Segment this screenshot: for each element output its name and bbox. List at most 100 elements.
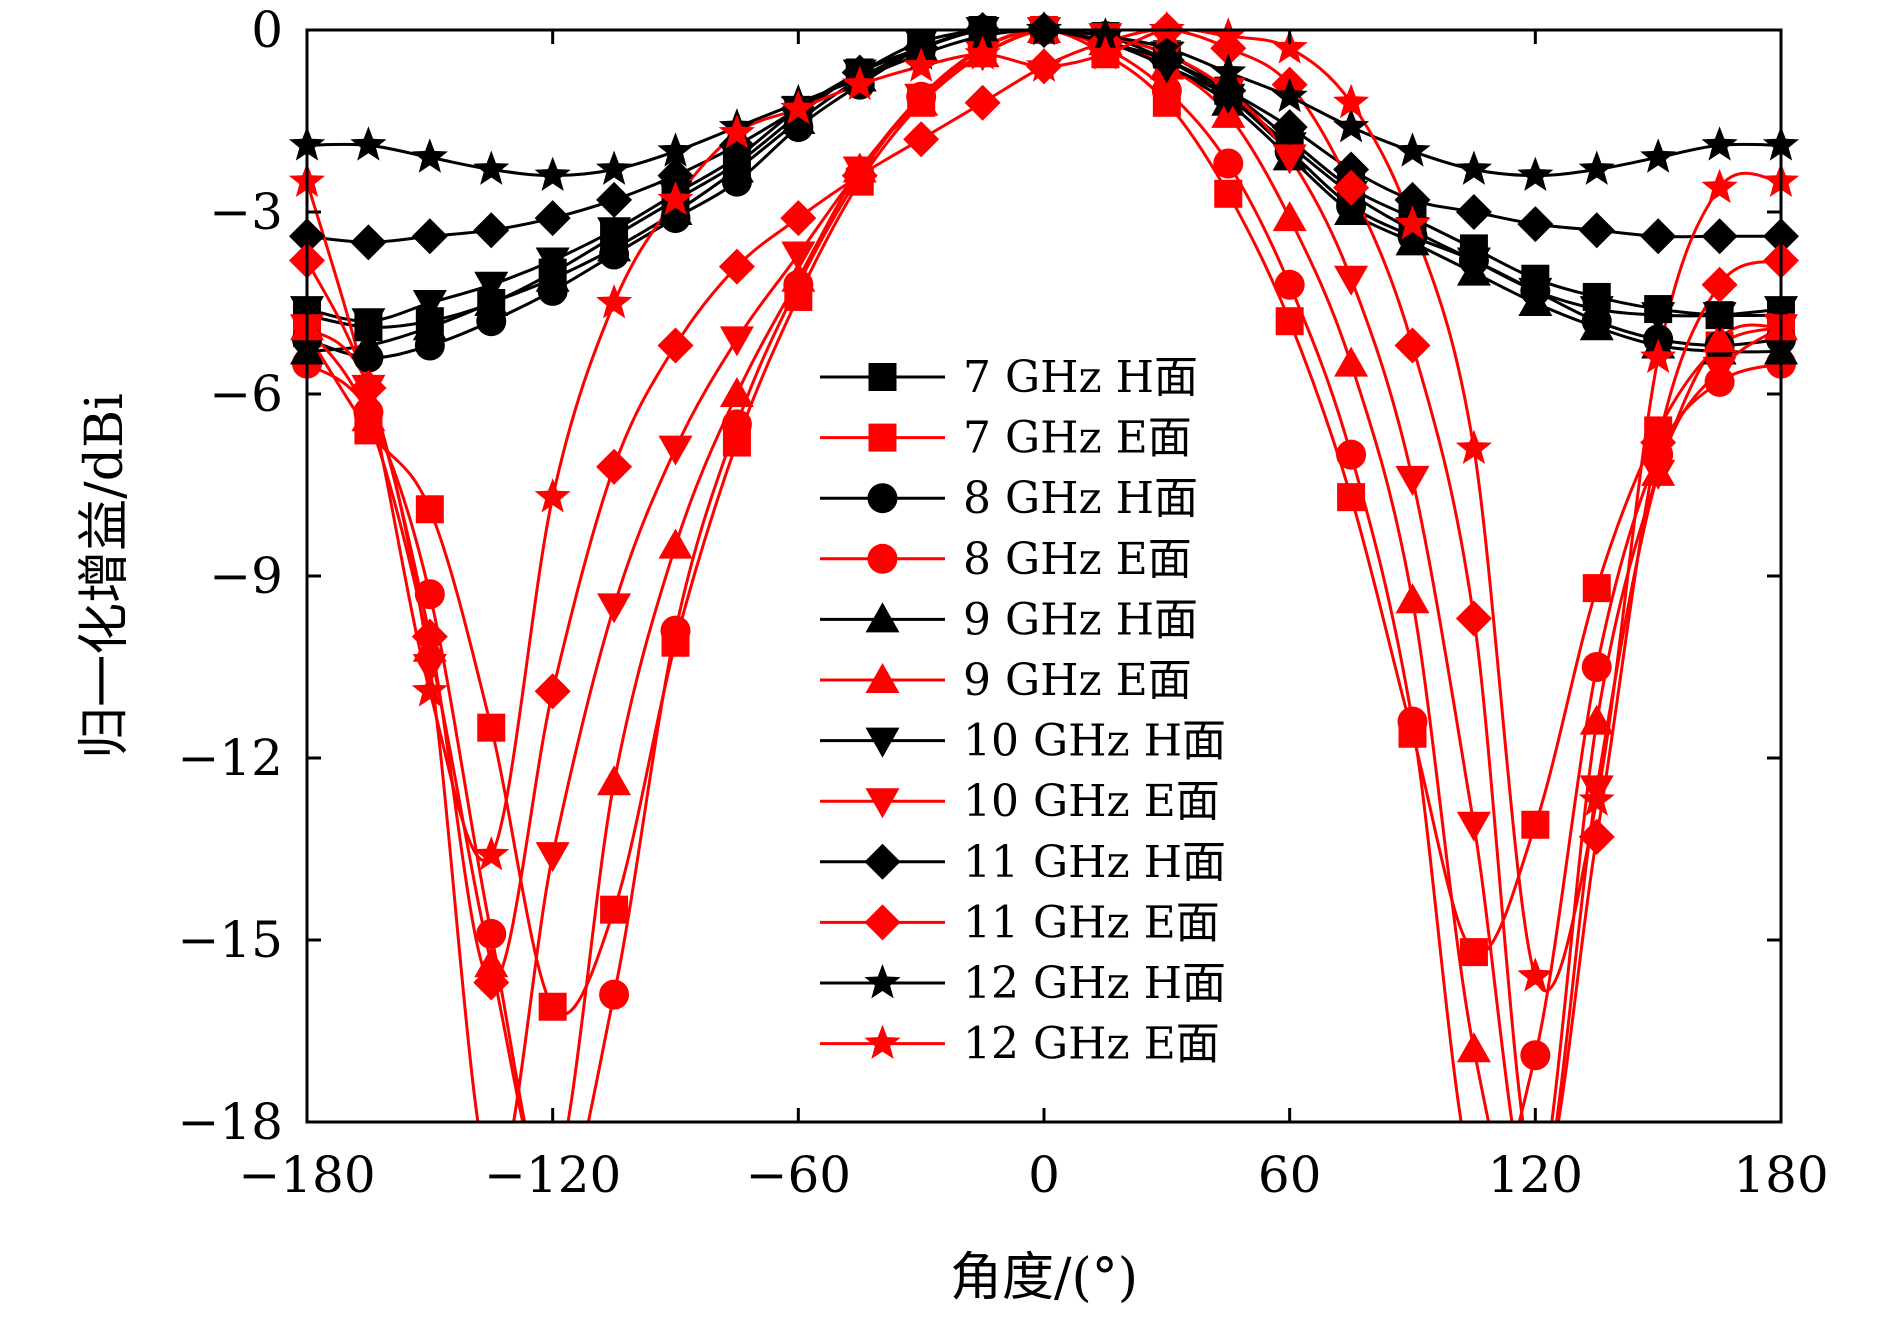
legend-item-10-ghz-h-plane: 10 GHz H面 — [820, 716, 1226, 767]
legend: 7 GHz H面 7 GHz E面 8 GHz H面 8 GHz E面 9 GHz H面… — [820, 352, 1226, 1070]
data-point-10-ghz-e-plane — [597, 593, 632, 624]
legend-marker — [867, 543, 898, 574]
data-point-12-ghz-h-plane — [1640, 138, 1677, 173]
data-point-12-ghz-e-plane — [1455, 429, 1492, 464]
data-point-10-ghz-e-plane — [781, 241, 816, 272]
data-point-10-ghz-h-plane — [1456, 247, 1491, 278]
data-point-12-ghz-h-plane — [596, 150, 633, 185]
data-point-11-ghz-e-plane — [1455, 600, 1492, 637]
data-point-10-ghz-e-plane — [1272, 144, 1307, 175]
data-point-9-ghz-e-plane — [781, 261, 816, 292]
data-point-8-ghz-e-plane — [1213, 148, 1244, 179]
ticks-layer: −180 −120 −60 0 60 120 180 0 −3 −6 −9 −12 −15 −18 — [177, 1, 1828, 1204]
data-point-12-ghz-h-plane — [1210, 53, 1247, 88]
data-point-12-ghz-e-plane — [718, 114, 755, 149]
data-point-7-ghz-e-plane — [477, 713, 506, 742]
legend-marker — [865, 602, 900, 633]
data-point-9-ghz-e-plane — [1395, 583, 1430, 614]
data-point-10-ghz-h-plane — [1702, 302, 1737, 333]
data-point-10-ghz-e-plane — [904, 83, 939, 114]
legend-marker — [865, 788, 900, 819]
data-point-11-ghz-h-plane — [1271, 109, 1308, 146]
data-point-12-ghz-e-plane — [1148, 11, 1185, 46]
data-point-11-ghz-e-plane — [473, 964, 510, 1001]
data-point-10-ghz-e-plane — [1395, 465, 1430, 496]
legend-item-7-ghz-e-plane: 7 GHz E面 — [820, 413, 1192, 464]
data-point-9-ghz-e-plane — [658, 528, 693, 559]
data-point-12-ghz-e-plane — [411, 672, 448, 707]
legend-marker — [865, 663, 900, 693]
data-point-10-ghz-e-plane — [658, 435, 693, 466]
data-point-12-ghz-h-plane — [657, 132, 694, 167]
data-point-7-ghz-e-plane — [1582, 574, 1611, 603]
data-point-8-ghz-e-plane — [1151, 75, 1182, 106]
data-point-12-ghz-h-plane — [1701, 126, 1738, 161]
data-point-12-ghz-h-plane — [964, 17, 1001, 52]
y-tick-label: −12 — [177, 729, 283, 787]
data-point-12-ghz-h-plane — [1087, 17, 1124, 52]
series-line-11-ghz-e-plane — [307, 30, 1781, 1122]
legend-label: 12 GHz E面 — [963, 1019, 1220, 1070]
data-point-8-ghz-e-plane — [721, 409, 752, 440]
legend-marker — [864, 904, 901, 941]
legend-label: 11 GHz E面 — [963, 897, 1220, 948]
data-point-12-ghz-e-plane — [1025, 47, 1063, 82]
data-point-11-ghz-e-plane — [1210, 30, 1247, 67]
data-point-8-ghz-e-plane — [599, 979, 630, 1010]
data-point-12-ghz-h-plane — [1578, 150, 1615, 185]
legend-label: 7 GHz E面 — [963, 413, 1192, 464]
data-point-11-ghz-h-plane — [1394, 181, 1431, 218]
data-point-8-ghz-e-plane — [1520, 1040, 1551, 1071]
data-point-12-ghz-h-plane — [1025, 11, 1063, 46]
data-point-8-ghz-e-plane — [1581, 652, 1612, 682]
x-axis-title: 角度/(°) — [950, 1248, 1138, 1308]
data-point-11-ghz-e-plane — [1394, 327, 1431, 364]
data-point-11-ghz-e-plane — [1333, 169, 1370, 206]
x-tick-label: −120 — [484, 1146, 621, 1204]
data-point-12-ghz-e-plane — [534, 478, 571, 513]
data-point-12-ghz-e-plane — [1394, 205, 1431, 240]
y-tick-label: −9 — [209, 547, 283, 605]
data-point-7-ghz-e-plane — [415, 495, 444, 524]
data-point-11-ghz-e-plane — [1701, 266, 1738, 303]
data-point-10-ghz-h-plane — [351, 308, 386, 339]
data-point-11-ghz-h-plane — [1517, 206, 1554, 243]
data-point-9-ghz-h-plane — [351, 328, 386, 359]
legend-item-12-ghz-e-plane: 12 GHz E面 — [820, 1019, 1220, 1070]
y-tick-label: −3 — [209, 183, 283, 241]
data-point-10-ghz-h-plane — [474, 271, 509, 302]
data-point-11-ghz-h-plane — [411, 218, 448, 255]
data-point-12-ghz-e-plane — [780, 89, 817, 125]
x-tick-label: −180 — [238, 1146, 375, 1204]
data-point-12-ghz-h-plane — [1517, 156, 1554, 191]
data-point-12-ghz-h-plane — [1333, 108, 1370, 143]
legend-label: 10 GHz H面 — [963, 716, 1226, 767]
data-point-10-ghz-e-plane — [412, 654, 447, 684]
x-tick-label: 60 — [1258, 1146, 1322, 1204]
data-point-10-ghz-h-plane — [1518, 277, 1553, 308]
data-point-9-ghz-e-plane — [719, 377, 754, 407]
data-point-8-ghz-e-plane — [660, 615, 691, 646]
data-point-12-ghz-h-plane — [411, 138, 448, 173]
data-point-12-ghz-h-plane — [1394, 132, 1431, 167]
data-point-12-ghz-e-plane — [841, 65, 878, 100]
legend-marker — [864, 964, 901, 999]
data-point-10-ghz-e-plane — [535, 842, 570, 873]
data-point-11-ghz-h-plane — [1640, 218, 1677, 255]
data-point-11-ghz-h-plane — [1455, 194, 1492, 230]
data-point-12-ghz-e-plane — [1640, 338, 1677, 373]
data-point-11-ghz-e-plane — [657, 327, 694, 364]
legend-marker — [868, 363, 897, 391]
legend-marker — [868, 423, 897, 452]
data-point-10-ghz-h-plane — [597, 217, 632, 248]
data-point-8-ghz-e-plane — [1397, 706, 1428, 737]
data-point-9-ghz-e-plane — [351, 401, 386, 432]
data-point-12-ghz-h-plane — [534, 156, 571, 191]
data-point-11-ghz-e-plane — [841, 157, 878, 194]
data-point-10-ghz-e-plane — [1641, 459, 1676, 490]
legend-item-12-ghz-h-plane: 12 GHz H面 — [820, 958, 1226, 1009]
data-point-9-ghz-e-plane — [1702, 322, 1737, 353]
data-point-11-ghz-h-plane — [1148, 42, 1185, 79]
data-point-11-ghz-e-plane — [780, 200, 817, 237]
data-point-11-ghz-e-plane — [1578, 818, 1615, 855]
